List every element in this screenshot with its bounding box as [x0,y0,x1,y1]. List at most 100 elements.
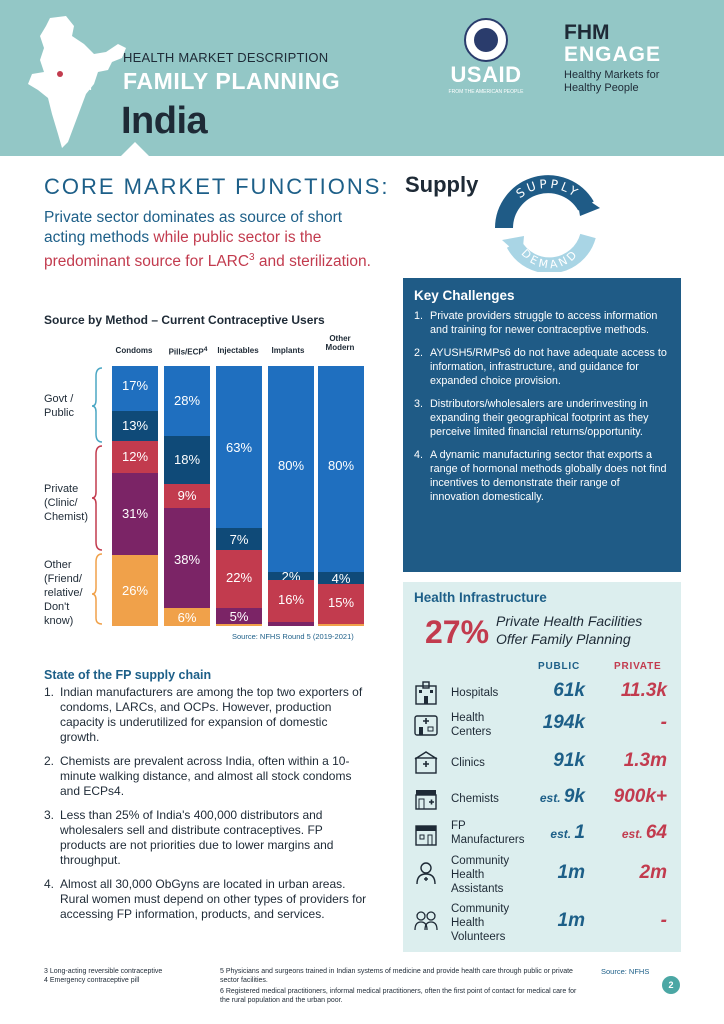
bar-label: 9% [177,488,197,503]
infra-public-value: 194k [542,712,585,733]
infra-public-value: 61k [553,680,585,701]
col-label-pills-text: Pills/ECP [168,347,204,357]
bar-implants-private: 16% [268,580,314,622]
footnote-6: 6 Registered medical practitioners, info… [220,988,577,1004]
list-num: 2. [44,754,55,768]
bar-label: 28% [173,393,201,408]
intro-red-end: and sterilization. [254,253,371,271]
infra-row-health-assistants: Community Health Assistants 1m 2m [403,854,681,900]
india-map-icon [28,16,126,148]
bar-condoms-other: 26% [112,555,158,626]
bar-condoms-govt-public: 17% [112,366,158,411]
infra-private: - [599,910,667,932]
col-head-public: PUBLIC [538,661,581,672]
col-label-injectables: Injectables [217,346,259,355]
header-kicker: HEALTH MARKET DESCRIPTION [123,50,329,65]
fhm-engage-logo: FHM ENGAGE Healthy Markets for Healthy P… [564,22,674,95]
col-label-other-modern: Other Modern [325,334,355,352]
infra-row-clinics: Clinics 91k 1.3m [403,744,681,790]
est-prefix: est. [621,827,646,841]
bar-implants-govt-public: 80% [268,366,314,572]
infra-private-value: - [660,910,667,931]
group-label-govt-text: Govt / Public [44,393,74,419]
col-label-pills-sup: 4 [203,346,208,353]
bar-injectables-govt-public: 63% [216,366,262,528]
infra-row-health-centers: Health Centers 194k - [403,706,681,752]
list-item: 3. Less than 25% of India's 400,000 distr… [44,808,370,868]
list-num: 3. [414,398,424,410]
infra-percentage-label: Private Health Facilities Offer Family P… [496,613,643,647]
health-assistant-icon [416,862,436,885]
infra-row-hospitals: Hospitals 61k 11.3k [403,674,681,720]
list-num: 3. [44,808,55,822]
header-notch [121,142,149,156]
list-text: Private providers struggle to access inf… [430,310,658,336]
fhm-tagline: Healthy Markets for Healthy People [564,69,660,94]
bar-label: 15% [327,595,355,610]
bar-injectables-govt-other: 7% [216,528,262,550]
infra-public: est. 1 [531,822,585,844]
col-label-pills: Pills/ECP4 [162,346,214,357]
intro-text: Private sector dominates as source of sh… [44,208,374,272]
bar-other-private: 15% [318,584,364,624]
bar-label: 7% [229,532,249,547]
list-item: 4. Almost all 30,000 ObGyns are located i… [44,877,370,922]
usaid-word: USAID [450,62,522,87]
est-prefix: est. [550,827,575,841]
factory-icon [415,825,437,846]
bar-other-govt-other: 4% [318,571,364,586]
infra-public: est. 9k [531,786,585,808]
list-item: 1. Indian manufacturers are among the top… [44,685,370,745]
infra-private-value: 900k+ [613,786,667,807]
infra-private-value: 1.3m [623,750,667,771]
list-num: 4. [44,877,55,891]
infra-label: Community Health Volunteers [451,902,523,944]
stacked-bar-chart: Condoms Pills/ECP4 Injectables Implants … [0,330,400,650]
col-label-implants: Implants [271,346,305,355]
usaid-seal-icon [464,18,508,62]
bar-implants-other [268,622,314,626]
infra-row-chemists: Chemists est. 9k 900k+ [403,780,681,826]
bar-label: 4% [331,571,351,586]
bar-label: 26% [121,583,149,598]
supply-demand-cycle-icon: SUPPLY DEMAND [495,175,600,272]
infra-label: Hospitals [451,687,499,699]
usaid-tagline: FROM THE AMERICAN PEOPLE [448,89,524,95]
bar-label: 12% [121,449,149,464]
infra-private-value: 11.3k [620,680,667,701]
infra-percentage: 27% [425,614,490,650]
bar-condoms-private-clinic: 12% [112,441,158,473]
infra-row-health-volunteers: Community Health Volunteers 1m - [403,902,681,948]
infra-public: 61k [531,680,585,702]
list-item: 2. Chemists are prevalent across India, o… [44,754,370,799]
group-label-private: Private (Clinic/ Chemist) [44,482,92,524]
bar-other-govt-public: 80% [318,366,364,572]
infra-private: - [599,712,667,734]
bar-pills-private-clinic: 18% [164,436,210,484]
cycle-supply-label: SUPPLY [513,177,579,201]
infra-public: 91k [531,750,585,772]
hospital-icon [415,681,437,705]
bar-pills-govt-public: 28% [164,366,210,436]
infra-private-value: - [660,712,667,733]
health-infrastructure-title: Health Infrastructure [414,590,547,605]
bar-condoms-govt-other: 13% [112,411,158,441]
infra-label: Community Health Assistants [451,854,523,896]
volunteer-icon [414,911,438,931]
group-label-other-text: Other (Friend/ relative/ Don't know) [44,559,83,627]
infra-public-value: 1 [574,822,585,843]
infra-private: 1.3m [599,750,667,772]
clinic-icon [414,751,438,774]
bar-label: 38% [173,552,201,567]
bar-label: 18% [173,452,201,467]
group-brackets [92,367,103,625]
list-num: 4. [414,449,424,461]
usaid-logo: USAID FROM THE AMERICAN PEOPLE [440,18,532,96]
key-challenges-title: Key Challenges [414,288,515,303]
header-title: FAMILY PLANNING [123,68,341,94]
infra-private: 900k+ [599,786,667,808]
infra-label-text: FP Manufacturers [451,820,525,846]
infra-public: 194k [531,712,585,734]
infra-label: FP Manufacturers [451,819,531,847]
list-text: Chemists are prevalent across India, oft… [60,754,352,798]
